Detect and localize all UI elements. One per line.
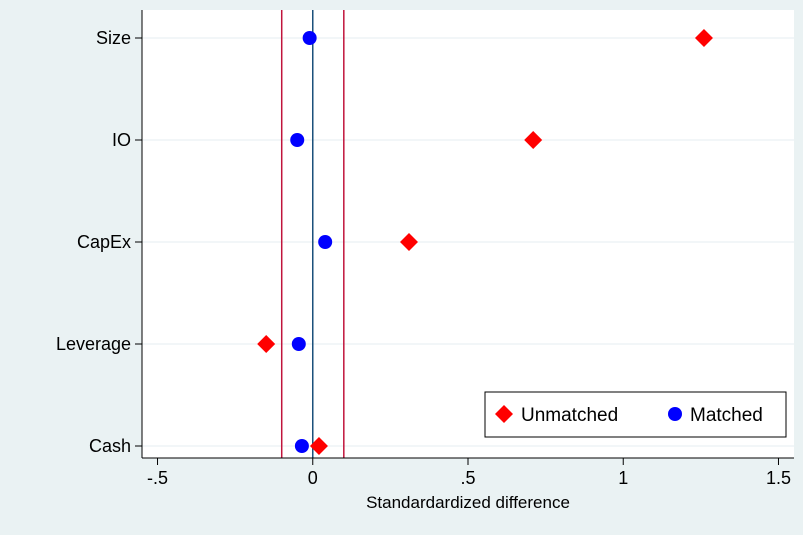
x-tick-label: 1	[618, 468, 628, 488]
unmatched-point-io	[524, 131, 543, 149]
legend-matched-label: Matched	[690, 405, 763, 426]
legend: Unmatched Matched	[484, 391, 787, 438]
legend-unmatched-marker	[495, 405, 513, 423]
unmatched-point-size	[694, 29, 713, 47]
unmatched-point-capex	[400, 233, 419, 251]
plot-area	[142, 10, 794, 458]
x-tick-label: -.5	[147, 468, 168, 488]
y-axis-ticks: Size IO CapEx Leverage Cash	[56, 28, 142, 456]
legend-box	[484, 391, 787, 438]
matched-point-cash	[294, 439, 309, 453]
x-axis-ticks: -.5 0 .5 1 1.5	[147, 458, 791, 488]
matched-point-leverage	[291, 337, 306, 351]
x-tick-label: 0	[308, 468, 318, 488]
unmatched-point-cash	[309, 437, 328, 455]
legend-matched-marker	[668, 407, 682, 421]
x-tick-label: .5	[460, 468, 475, 488]
x-tick-label: 1.5	[766, 468, 791, 488]
matched-point-size	[302, 31, 317, 45]
y-tick-label-cash: Cash	[89, 436, 131, 456]
x-axis-title: Standardardized difference	[366, 493, 570, 512]
legend-unmatched-label: Unmatched	[521, 405, 618, 426]
grid-lines	[142, 37, 794, 447]
matched-point-io	[290, 133, 305, 147]
reference-lines	[280, 10, 345, 458]
y-tick-label-io: IO	[112, 130, 131, 150]
y-tick-label-capex: CapEx	[77, 232, 131, 252]
matched-point-capex	[318, 235, 333, 249]
y-tick-label-leverage: Leverage	[56, 334, 131, 354]
unmatched-point-leverage	[257, 335, 276, 353]
y-tick-label-size: Size	[96, 28, 131, 48]
data-points	[257, 29, 713, 455]
